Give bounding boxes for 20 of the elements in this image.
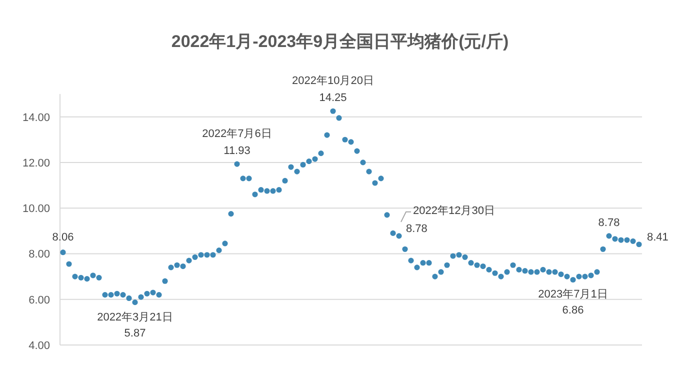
annotation: 2023年7月1日 — [538, 288, 608, 301]
data-label: 6.86 — [562, 304, 584, 317]
annotation: 2022年3月21日 — [97, 311, 173, 324]
y-tick-label: 12.00 — [22, 157, 50, 170]
data-label: 5.87 — [124, 327, 146, 340]
annotation: 2022年10月20日 — [292, 75, 374, 88]
y-tick-label: 4.00 — [28, 340, 50, 352]
y-tick-label: 14.00 — [22, 112, 50, 124]
data-label: 11.93 — [224, 145, 250, 158]
y-tick-label: 8.00 — [28, 248, 50, 261]
annotation: 2022年12月30日 — [413, 204, 495, 217]
data-label: 8.78 — [406, 222, 428, 235]
data-label: 14.25 — [319, 92, 347, 104]
data-label: 8.06 — [52, 231, 74, 244]
annotation: 2022年7月6日 — [202, 128, 272, 140]
chart-title: 2022年1月-2023年9月全国日平均猪价(元/斤) — [171, 32, 509, 51]
y-tick-label: 6.00 — [28, 294, 50, 306]
data-label: 8.78 — [598, 216, 620, 229]
data-label: 8.41 — [647, 231, 668, 244]
y-tick-label: 10.00 — [22, 203, 50, 216]
